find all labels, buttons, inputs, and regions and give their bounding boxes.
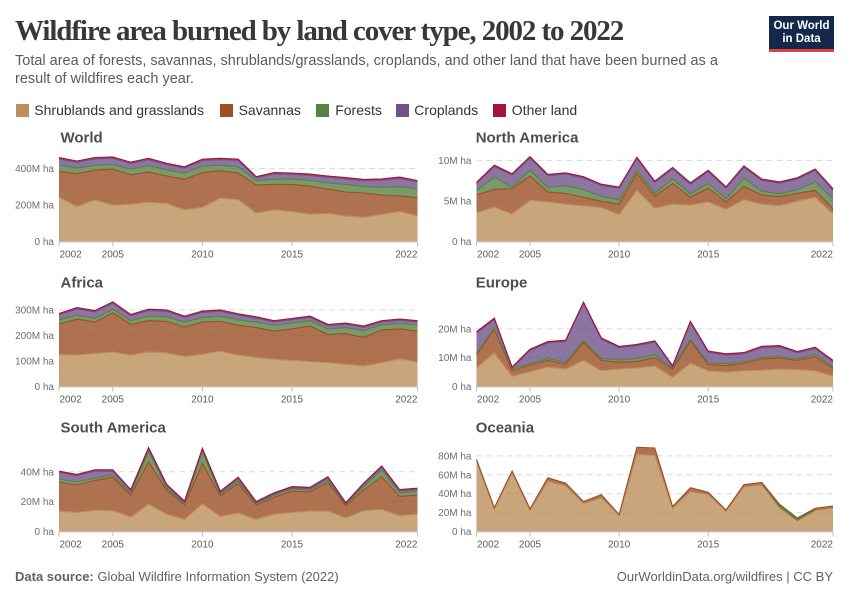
svg-text:Oceania: Oceania [476, 419, 535, 436]
svg-text:2002: 2002 [60, 394, 83, 405]
svg-text:60M ha: 60M ha [438, 470, 472, 481]
svg-text:40M ha: 40M ha [438, 489, 472, 500]
svg-text:2022: 2022 [395, 539, 418, 550]
svg-text:5M ha: 5M ha [444, 196, 472, 207]
svg-text:2015: 2015 [281, 394, 304, 405]
svg-text:2010: 2010 [608, 539, 631, 550]
svg-text:2010: 2010 [191, 249, 214, 260]
svg-text:2002: 2002 [477, 249, 500, 260]
svg-text:10M ha: 10M ha [438, 156, 472, 167]
svg-text:2015: 2015 [697, 394, 720, 405]
svg-text:2022: 2022 [395, 394, 418, 405]
svg-text:Europe: Europe [476, 274, 528, 291]
svg-text:300M ha: 300M ha [15, 305, 54, 316]
svg-text:20M ha: 20M ha [438, 508, 472, 519]
svg-text:2022: 2022 [811, 249, 834, 260]
svg-text:40M ha: 40M ha [21, 467, 55, 478]
svg-text:2010: 2010 [608, 249, 631, 260]
svg-text:0 ha: 0 ha [452, 527, 472, 538]
svg-text:2015: 2015 [697, 249, 720, 260]
svg-text:2002: 2002 [477, 539, 500, 550]
svg-text:0 ha: 0 ha [452, 237, 472, 248]
svg-text:0 ha: 0 ha [35, 382, 55, 393]
svg-text:20M ha: 20M ha [21, 497, 55, 508]
svg-text:2005: 2005 [102, 539, 125, 550]
svg-text:10M ha: 10M ha [438, 353, 472, 364]
svg-text:2010: 2010 [191, 394, 214, 405]
svg-text:20M ha: 20M ha [438, 324, 472, 335]
svg-text:2002: 2002 [60, 249, 83, 260]
svg-text:80M ha: 80M ha [438, 451, 472, 462]
svg-text:2022: 2022 [811, 539, 834, 550]
svg-text:Africa: Africa [61, 274, 104, 291]
svg-text:2005: 2005 [102, 394, 125, 405]
svg-text:2015: 2015 [697, 539, 720, 550]
svg-text:2005: 2005 [102, 249, 125, 260]
svg-text:2002: 2002 [60, 539, 83, 550]
svg-text:2005: 2005 [519, 394, 542, 405]
svg-text:200M ha: 200M ha [15, 331, 54, 342]
svg-text:2005: 2005 [519, 249, 542, 260]
svg-text:2015: 2015 [281, 249, 304, 260]
svg-text:0 ha: 0 ha [452, 382, 472, 393]
svg-text:2022: 2022 [395, 249, 418, 260]
svg-text:200M ha: 200M ha [15, 201, 54, 212]
svg-text:2002: 2002 [477, 394, 500, 405]
svg-text:0 ha: 0 ha [35, 237, 55, 248]
svg-text:2015: 2015 [281, 539, 304, 550]
svg-text:2005: 2005 [519, 539, 542, 550]
svg-text:North America: North America [476, 129, 579, 146]
svg-text:South America: South America [61, 419, 167, 436]
svg-text:0 ha: 0 ha [35, 527, 55, 538]
svg-text:100M ha: 100M ha [15, 356, 54, 367]
svg-text:2010: 2010 [608, 394, 631, 405]
svg-text:World: World [61, 129, 103, 146]
svg-text:400M ha: 400M ha [15, 164, 54, 175]
svg-text:2010: 2010 [191, 539, 214, 550]
svg-text:2022: 2022 [811, 394, 834, 405]
